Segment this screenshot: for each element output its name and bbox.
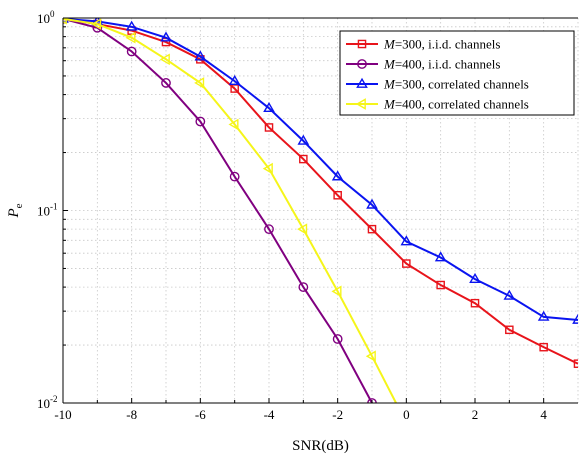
y-tick-label-exponent: -1: [50, 202, 58, 212]
data-point: [297, 223, 308, 235]
legend-label-italic: M: [383, 57, 396, 72]
series-line: [63, 18, 578, 365]
legend-box: [339, 30, 575, 116]
series-line: [63, 18, 373, 403]
legend-label-rest: =400, correlated channels: [395, 97, 529, 112]
data-point: [367, 224, 377, 234]
series-line: [63, 18, 578, 321]
data-point: [436, 280, 445, 290]
legend-marker: [356, 77, 368, 88]
legend-label: M=400, i.i.d. channels: [383, 57, 500, 72]
data-point: [366, 198, 378, 209]
y-tick-label-base: 10: [37, 396, 50, 411]
legend-label-rest: =400, i.i.d. channels: [395, 57, 501, 72]
data-point: [539, 342, 548, 352]
y-tick-label-base: 10: [37, 11, 50, 26]
data-point: [537, 310, 550, 321]
data-point: [400, 235, 413, 246]
data-point: [160, 31, 172, 42]
data-point: [91, 18, 102, 30]
data-point: [228, 118, 239, 131]
x-axis-title: SNR(dB): [292, 438, 349, 454]
x-tick-label: -10: [54, 407, 71, 422]
y-tick-label: 100: [37, 9, 55, 26]
data-point: [195, 116, 206, 127]
legend-marker: [357, 59, 367, 69]
legend-item: M=400, i.i.d. channels: [346, 57, 500, 72]
data-point: [331, 170, 344, 181]
data-point: [194, 50, 207, 61]
legend-label: M=300, correlated channels: [383, 77, 529, 92]
data-point: [264, 224, 274, 235]
x-tick-label: -6: [195, 407, 206, 422]
data-point: [573, 359, 578, 368]
legend-label-rest: =300, correlated channels: [395, 77, 529, 92]
data-point: [159, 53, 170, 66]
series-layer: [63, 18, 578, 403]
data-point: [228, 74, 241, 85]
legend-marker: [357, 39, 367, 49]
legend-label-italic: M: [383, 37, 396, 52]
y-tick-label-exponent: -2: [50, 394, 58, 404]
x-tick-label: -4: [264, 407, 275, 422]
x-tick-label: 4: [540, 407, 547, 422]
data-point: [505, 325, 514, 335]
data-point: [299, 154, 308, 164]
legend-item: M=300, i.i.d. channels: [346, 37, 500, 52]
data-point: [126, 46, 137, 57]
legend-item: M=400, correlated channels: [346, 97, 529, 112]
y-axis-title-subscript: e: [13, 203, 25, 208]
series-3: [63, 18, 578, 324]
series-4: [63, 18, 397, 403]
legend-item: M=300, correlated channels: [346, 77, 529, 92]
legend-label-italic: M: [383, 77, 396, 92]
data-point: [229, 171, 240, 182]
data-point: [470, 298, 480, 308]
legend-label-italic: M: [383, 97, 396, 112]
data-point: [125, 20, 138, 31]
y-tick-label: 10-2: [37, 394, 58, 411]
data-point: [572, 313, 578, 324]
data-point: [298, 282, 309, 293]
data-point: [503, 289, 516, 300]
y-axis-title-main: P: [6, 208, 22, 218]
x-tick-label: 0: [403, 407, 410, 422]
y-axis-title: Pe: [6, 203, 25, 218]
legend-label: M=300, i.i.d. channels: [383, 37, 500, 52]
legend-label-rest: =300, i.i.d. channels: [395, 37, 501, 52]
data-point: [331, 285, 342, 298]
data-point: [230, 84, 239, 93]
data-point: [264, 123, 274, 132]
legend-marker: [355, 98, 366, 110]
x-tick-label: 2: [472, 407, 479, 422]
x-tick-label: -8: [126, 407, 137, 422]
data-point: [434, 251, 447, 262]
data-point: [332, 334, 343, 344]
data-point: [161, 78, 171, 88]
series-line: [63, 18, 397, 403]
data-point: [263, 101, 275, 113]
x-tick-label: -2: [332, 407, 343, 422]
y-tick-label-base: 10: [37, 204, 50, 219]
data-point: [63, 18, 67, 25]
data-point: [194, 77, 205, 89]
legend-label: M=400, correlated channels: [383, 97, 529, 112]
y-tick-label-exponent: 0: [50, 9, 55, 19]
data-point: [125, 31, 136, 44]
data-point: [297, 134, 310, 145]
data-point: [469, 272, 481, 283]
data-point: [262, 162, 273, 175]
y-tick-label: 10-1: [37, 202, 58, 219]
data-point: [402, 259, 411, 268]
data-point: [365, 350, 376, 363]
data-point: [333, 190, 342, 200]
